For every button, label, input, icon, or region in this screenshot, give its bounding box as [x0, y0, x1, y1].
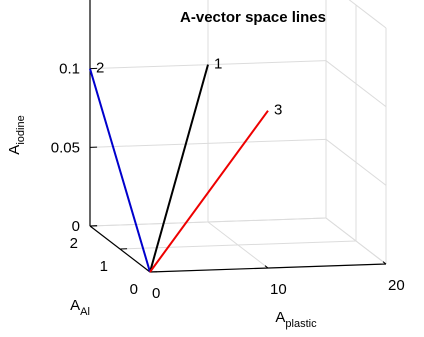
y-tick-label: 2	[70, 235, 78, 252]
series-label-2: 2	[96, 60, 104, 77]
x-axis-label: Aplastic	[275, 309, 317, 330]
z-tick-label: 0.05	[51, 139, 80, 156]
x-tick-label: 10	[270, 281, 287, 298]
x-tick-label: 20	[388, 277, 405, 294]
grid-layer	[90, 0, 386, 272]
series-label-1: 1	[214, 56, 222, 73]
y-axis-label: AAl	[70, 297, 90, 318]
y-tick-label: 1	[100, 258, 108, 275]
y-tick-label: 0	[130, 281, 138, 298]
series-line-3	[150, 111, 268, 272]
chart-title: A-vector space lines	[180, 9, 326, 26]
series-layer	[90, 65, 268, 272]
z-tick-label: 0	[72, 218, 80, 235]
z-axis-label: Aiodine	[6, 115, 27, 154]
x-tick-label: 0	[152, 285, 160, 302]
text-layer: A-vector space lines 0102001200.050.10.1…	[6, 0, 405, 330]
z-tick-label: 0.1	[59, 61, 80, 78]
series-label-3: 3	[274, 102, 282, 119]
floor-gridline	[120, 241, 356, 249]
axis-layer	[90, 0, 386, 272]
series-line-1	[150, 65, 208, 272]
series-line-2	[90, 69, 150, 272]
